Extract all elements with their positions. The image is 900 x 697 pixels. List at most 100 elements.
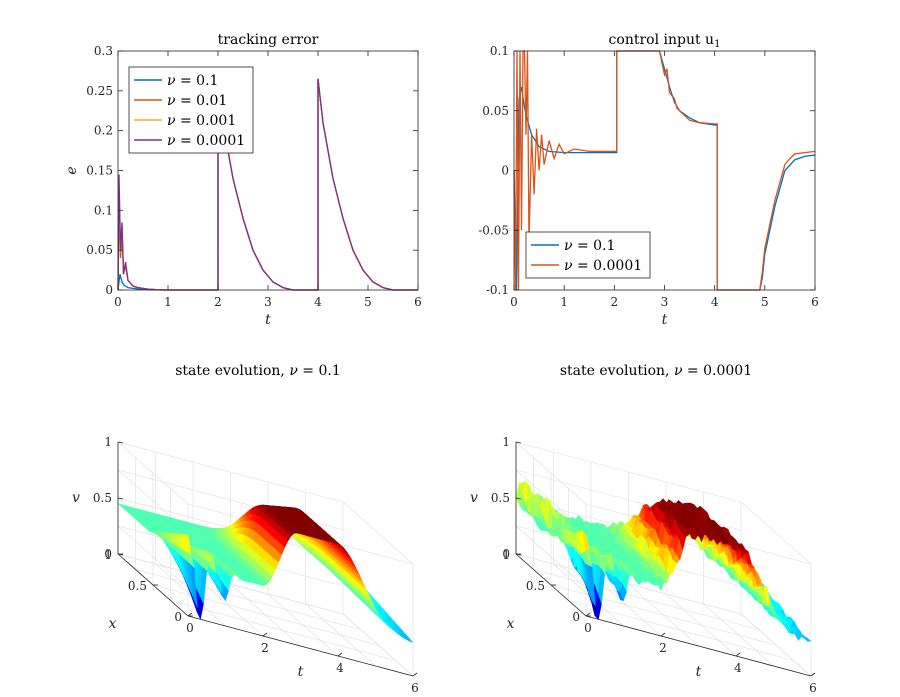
- y-tick-label: 0: [501, 164, 509, 178]
- grid-line: [568, 600, 794, 661]
- t-tick-label: 2: [659, 641, 667, 655]
- t-tick-mark: [585, 612, 591, 617]
- t-tick-label: 6: [809, 681, 817, 695]
- x-axis-label: t: [662, 312, 668, 328]
- grid-line: [135, 569, 361, 630]
- y-tick-label: 0.2: [94, 124, 113, 138]
- chart-title: state evolution, ν = 0.1: [175, 363, 341, 379]
- t-tick-mark: [735, 652, 741, 657]
- x-tick-label: 3: [661, 295, 669, 309]
- chart-title: control input u1: [609, 32, 721, 50]
- legend-box: [525, 231, 651, 279]
- surface: [117, 503, 414, 643]
- x-axis-label: x: [507, 616, 515, 632]
- y-tick-label: 0: [105, 283, 113, 297]
- chart-title: state evolution, ν = 0.0001: [560, 363, 752, 379]
- t-tick-label: 2: [261, 641, 269, 655]
- x-tick-label: 0: [174, 610, 182, 624]
- x-axis-label: x: [109, 616, 117, 632]
- x-tick-label: 6: [811, 295, 819, 309]
- v-tick-mark: [117, 553, 124, 556]
- y-tick-label: 0.25: [86, 84, 113, 98]
- x-tick-label: 0: [572, 610, 580, 624]
- y-tick-label: 0.3: [94, 44, 113, 58]
- x-tick-label: 1: [502, 548, 510, 562]
- v-tick-label: 0.5: [93, 491, 112, 505]
- v-tick-mark: [117, 441, 124, 444]
- surface-patch: [406, 637, 414, 643]
- y-tick-label: 0.1: [94, 203, 113, 217]
- grid-line: [515, 441, 587, 505]
- x-tick-label: 4: [314, 295, 322, 309]
- grid-line: [533, 569, 759, 630]
- legend-entry: ν = 0.001: [167, 113, 236, 129]
- y-tick-label: 0.15: [86, 164, 113, 178]
- v-tick-mark: [515, 497, 522, 500]
- x-tick-label: 0: [114, 295, 122, 309]
- surface-patch: [804, 636, 812, 642]
- legend: ν = 0.1 ν = 0.01 ν = 0.001 ν = 0.0001: [128, 66, 254, 154]
- surface: [515, 480, 812, 642]
- y-tick-label: 0.05: [86, 243, 113, 257]
- legend-entry: ν = 0.01: [167, 93, 227, 109]
- grid-line: [117, 525, 189, 589]
- t-tick-mark: [412, 672, 418, 677]
- series-line-3: [117, 78, 418, 291]
- v-axis-label: v: [470, 490, 478, 506]
- legend-entry: ν = 0.0001: [167, 133, 245, 149]
- y-tick-label: -0.05: [478, 223, 509, 237]
- v-tick-label: 1: [502, 435, 510, 449]
- v-tick-label: 0: [502, 547, 510, 561]
- legend-entry: ν = 0.1: [564, 238, 615, 254]
- x-axis-label: t: [265, 312, 271, 328]
- t-tick-mark: [262, 632, 268, 637]
- t-tick-mark: [810, 672, 816, 677]
- legend-box: [128, 66, 254, 154]
- grid-line: [515, 441, 742, 503]
- chart-control: 0 1 2 3 4 5 6 -0.1 -0.05 0 0.05 0.1 control input u1…: [478, 32, 819, 328]
- grid-line: [170, 600, 396, 661]
- t-tick-label: 6: [411, 681, 419, 695]
- grid-line: [117, 441, 344, 503]
- v-tick-label: 0.5: [491, 491, 510, 505]
- t-tick-mark: [337, 652, 343, 657]
- v-tick-mark: [515, 553, 522, 556]
- t-tick-label: 0: [584, 621, 592, 635]
- x-tick-label: 4: [711, 295, 719, 309]
- v-tick-label: 0: [104, 547, 112, 561]
- x-tick-label: 3: [264, 295, 272, 309]
- box-edge: [740, 613, 812, 677]
- grid-line: [117, 441, 189, 505]
- x-tick-label: 2: [611, 295, 619, 309]
- y-tick-label: 0.05: [482, 104, 509, 118]
- grid-line: [515, 525, 587, 589]
- t-axis-label: t: [696, 664, 702, 680]
- legend-entry: ν = 0.0001: [564, 258, 642, 274]
- x-tick-label: 6: [414, 295, 422, 309]
- t-tick-mark: [187, 612, 193, 617]
- x-tick-label: 5: [364, 295, 372, 309]
- v-tick-mark: [117, 497, 124, 500]
- chart-title: tracking error: [218, 32, 319, 48]
- t-tick-mark: [660, 632, 666, 637]
- t-axis-line: [585, 615, 812, 677]
- box-edge: [342, 613, 414, 677]
- grid-line: [117, 553, 344, 615]
- v-axis-label: v: [72, 490, 80, 506]
- x-tick-label: 5: [761, 295, 769, 309]
- legend-entry: ν = 0.1: [167, 73, 218, 89]
- box-edge: [342, 501, 414, 565]
- x-tick-label: 1: [560, 295, 568, 309]
- x-tick-label: 1: [164, 295, 172, 309]
- grid-line: [152, 584, 379, 646]
- t-axis-label: t: [298, 664, 304, 680]
- t-axis-line: [187, 615, 414, 677]
- x-tick-label: 2: [214, 295, 222, 309]
- grid-line: [515, 553, 742, 615]
- x-tick-label: 0: [510, 295, 518, 309]
